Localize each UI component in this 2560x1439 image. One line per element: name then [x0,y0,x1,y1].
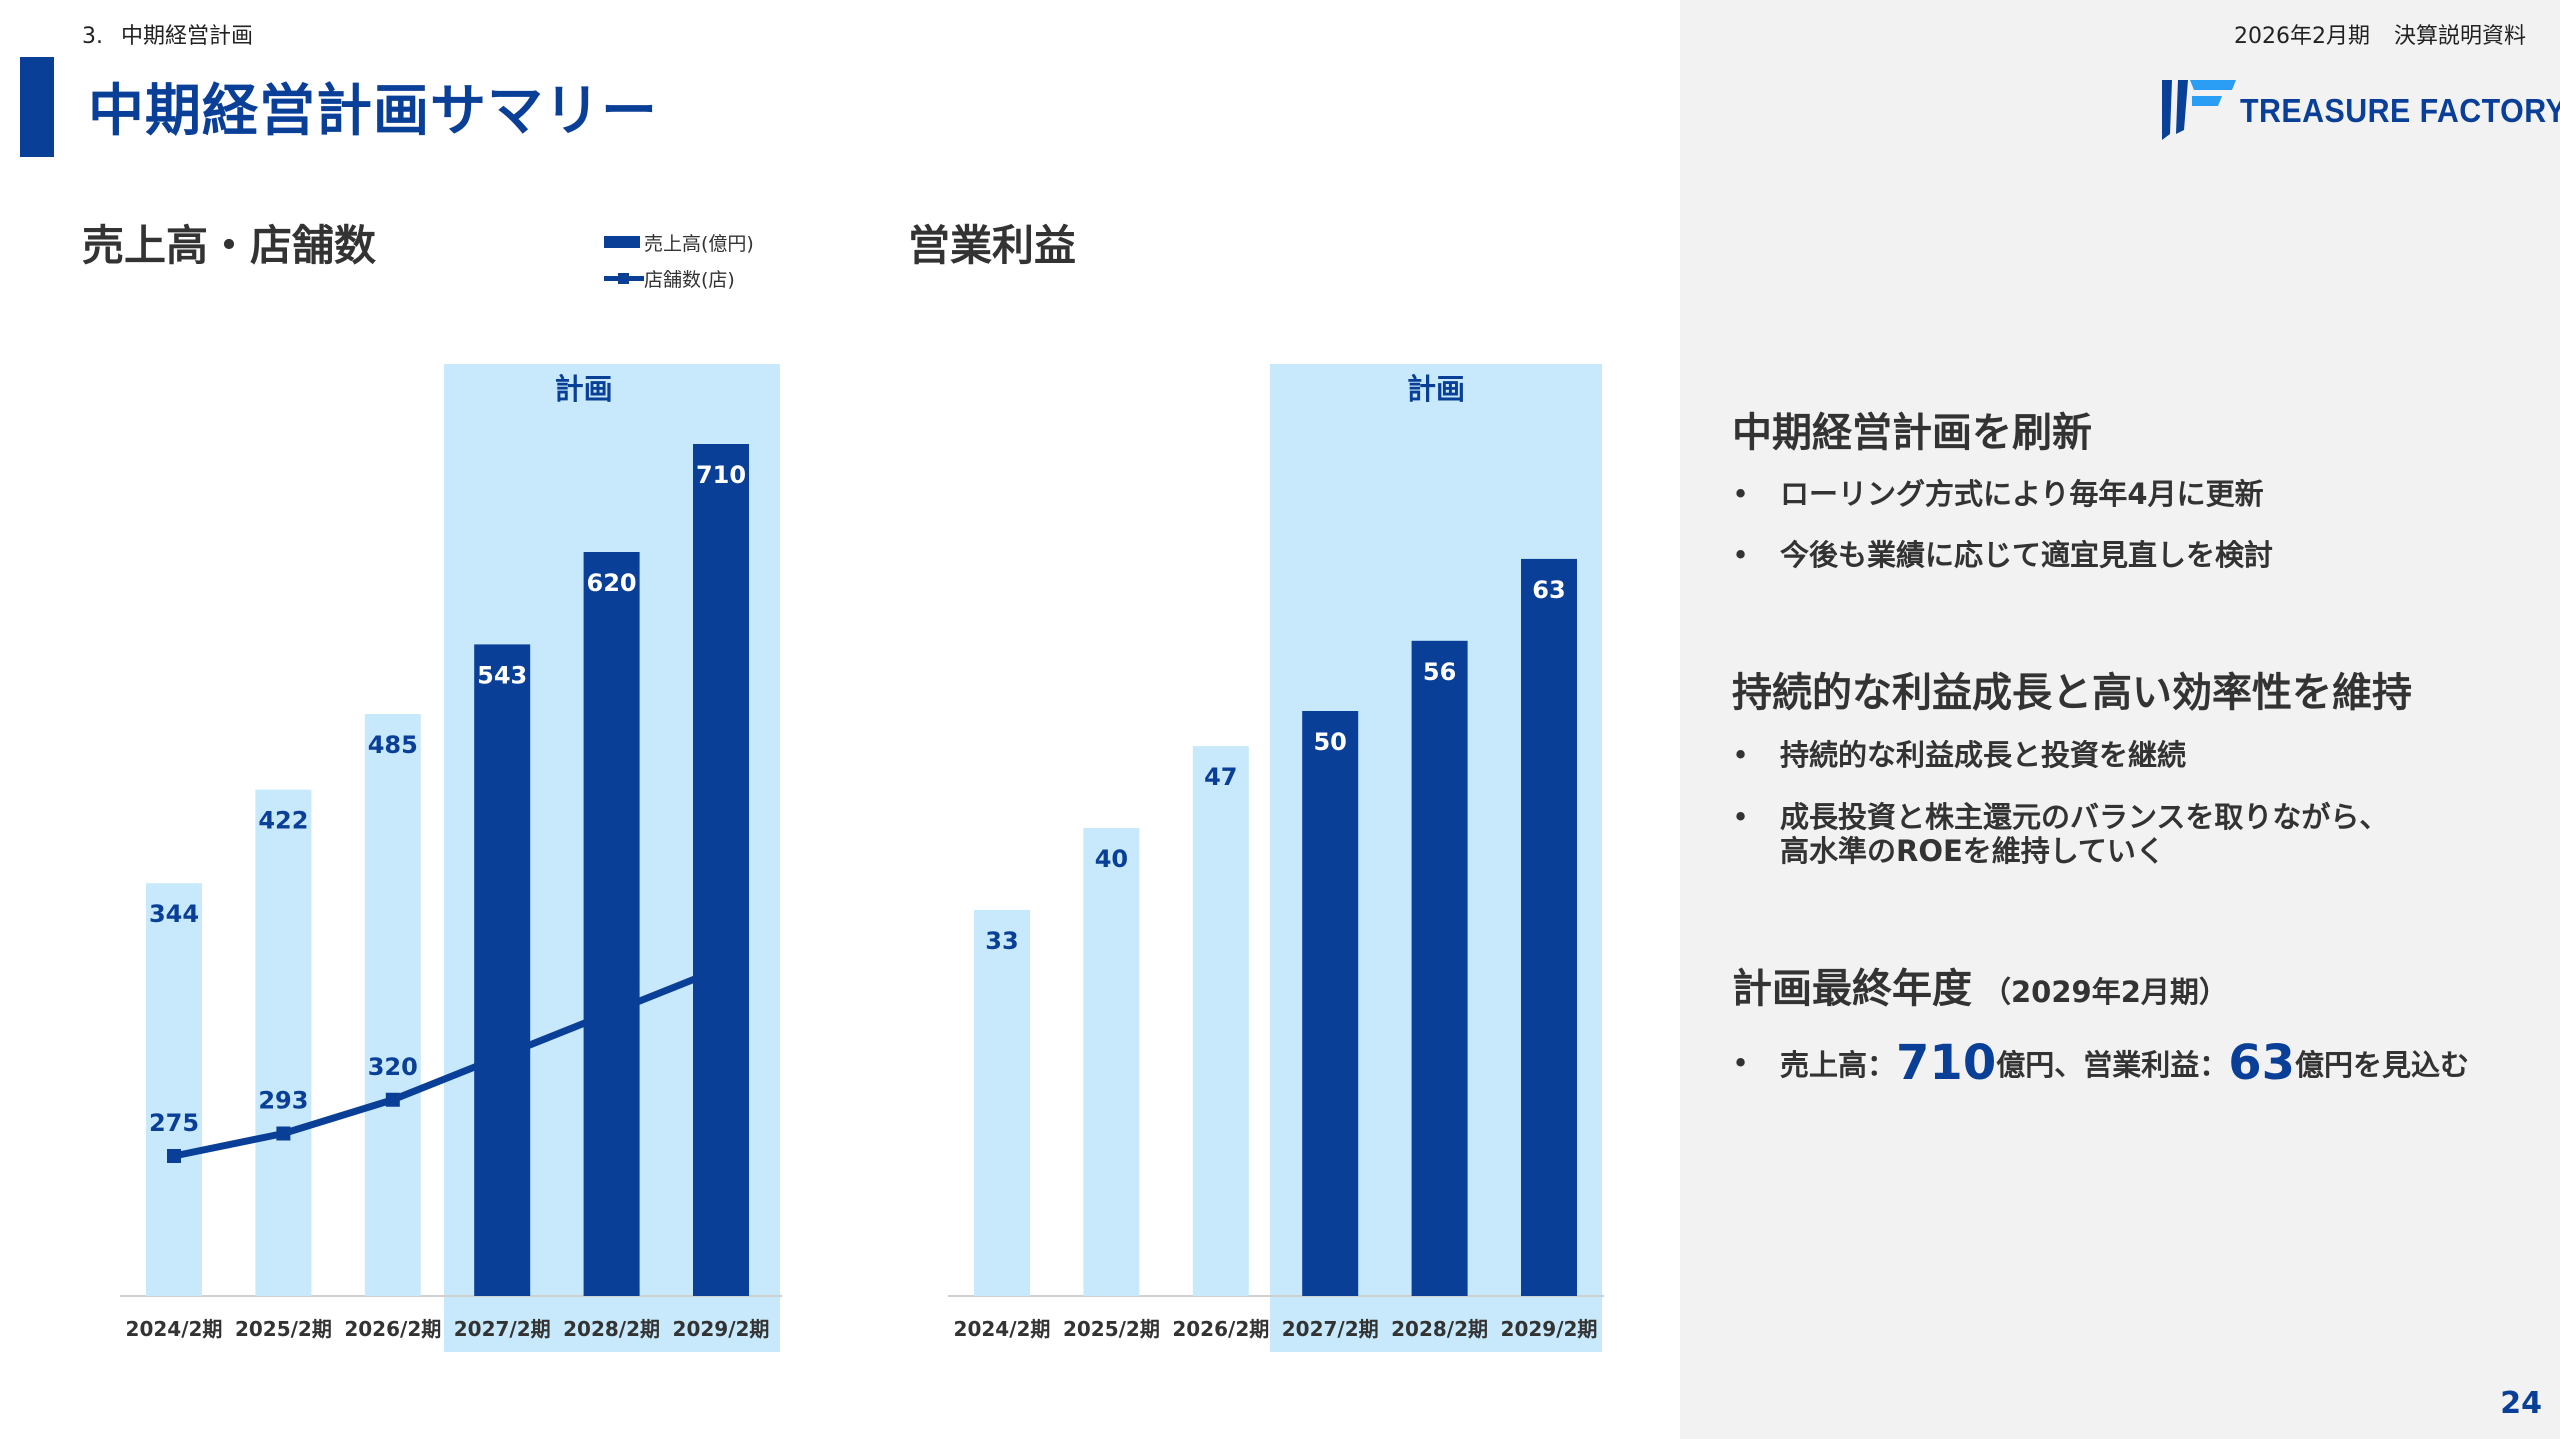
stores-value-label: 355 [477,1009,527,1037]
x-tick-label: 2024/2期 [126,1317,223,1341]
plan-label: 計画 [1407,372,1465,406]
legend-item-sales: 売上高(億円) [604,224,754,260]
legend-bar-swatch [604,236,640,248]
bar [1302,711,1359,1296]
final-year-period: （2029年2月期） [1982,975,2228,1009]
bullet-text: 成長投資と株主還元のバランスを取りながら、 [1780,800,2389,834]
bar [1411,640,1468,1296]
x-tick-label: 2028/2期 [563,1317,660,1341]
page-title: 中期経営計画サマリー [88,79,658,144]
x-tick-label: 2026/2期 [1172,1317,1269,1341]
bar [1192,746,1249,1296]
legend-item-stores: 店舗数(店) [604,260,754,296]
stores-marker [167,1149,181,1163]
stores-marker [276,1126,291,1141]
legend-label-stores: 店舗数(店) [644,268,735,291]
bar-value-label: 40 [1095,845,1128,873]
stores-line [173,965,723,1160]
bar [583,552,640,1296]
bar [693,444,749,1296]
chart-title-operating-profit: 営業利益 [908,221,1077,270]
logo-mark-icon [2162,80,2236,140]
final-year-heading: 計画最終年度 [1732,966,1972,1012]
stores-marker [495,1049,510,1063]
panel-heading-3: 計画最終年度 （2029年2月期） [1732,956,2228,1014]
stores-marker [385,1092,400,1107]
target-text: 売上高：710億円、営業利益：63億円を見込む [1780,1039,2470,1087]
company-logo: TREASURE FACTORY [2160,72,2560,142]
stores-value-label: 293 [258,1087,308,1115]
stores-value-label: 275 [149,1109,199,1137]
page-number: 24 [2500,1386,2542,1421]
charts-canvas: 計画 344 2024/2期 422 2025/2期 485 2026/2期 543 2027/… [120,364,1604,1352]
bullet-dot: • [1732,738,1750,772]
bar-value-label: 47 [1204,763,1237,791]
section-label: 3. 中期経営計画 [82,18,253,50]
stores-value-label: 390 [587,965,637,993]
document-period: 2026年2月期 [2233,24,2370,49]
x-tick-label: 2029/2期 [673,1317,770,1341]
title-accent-bar [20,57,54,157]
x-tick-label: 2028/2期 [1391,1317,1488,1341]
bar-value-label: 344 [149,900,199,928]
bar-value-label: 710 [696,461,746,489]
stores-marker [604,1005,619,1020]
chart-title-sales: 売上高・店舗数 [82,221,377,270]
legend-line-swatch [604,272,644,284]
target-op-value: 63 [2228,1035,2296,1091]
bar [1083,828,1140,1296]
bar [1521,558,1577,1296]
bullet-text: 高水準のROEを維持していく [1780,834,2165,868]
bar-value-label: 543 [477,661,527,689]
legend-label-sales: 売上高(億円) [644,232,754,255]
x-tick-label: 2025/2期 [1063,1317,1160,1341]
bullet-dot: • [1732,538,1750,572]
section-number: 3. [82,24,103,49]
target-sales-label: 売上高： [1780,1048,1897,1082]
bullet-dot: • [1732,1046,1750,1080]
document-title: 決算説明資料 [2393,24,2526,49]
plan-label: 計画 [555,372,613,406]
stores-value-label: 425 [696,922,746,950]
x-tick-label: 2026/2期 [344,1317,441,1341]
bullet-text: 今後も業績に応じて適宜見直しを検討 [1780,538,2274,572]
bar-value-label: 485 [368,731,418,759]
bar-value-label: 620 [587,569,637,597]
chart-legend: 売上高(億円) 店舗数(店) [604,224,754,296]
bullet-dot: • [1732,800,1750,834]
bar [255,789,312,1296]
summary-panel [1680,0,2560,1439]
x-tick-label: 2025/2期 [235,1317,332,1341]
target-op-unit: 億円を見込む [2295,1048,2470,1082]
stores-marker [714,961,728,976]
section-title: 中期経営計画 [121,24,254,49]
stores-value-label: 320 [368,1053,418,1081]
bar-value-label: 63 [1532,576,1565,604]
x-tick-label: 2027/2期 [1282,1317,1379,1341]
bullet-dot: • [1732,477,1750,511]
bar [364,714,421,1296]
bar-value-label: 33 [985,927,1018,955]
panel-heading-2: 持続的な利益成長と高い効率性を維持 [1732,670,2412,716]
bar [974,909,1030,1296]
target-sales-unit: 億円、営業利益： [1996,1048,2229,1082]
bar-value-label: 56 [1423,658,1456,686]
bar [474,644,531,1296]
x-tick-label: 2029/2期 [1501,1317,1598,1341]
x-tick-label: 2027/2期 [454,1317,551,1341]
target-sales-value: 710 [1896,1035,1997,1091]
panel-heading-1: 中期経営計画を刷新 [1732,410,2092,456]
bullet-text: 持続的な利益成長と投資を継続 [1780,738,2187,772]
logo-text: TREASURE FACTORY [2240,92,2560,129]
bullet-text: ローリング方式により毎年4月に更新 [1780,477,2264,511]
bar-value-label: 50 [1313,728,1346,756]
document-header: 2026年2月期 決算説明資料 [2234,18,2526,50]
x-tick-label: 2024/2期 [954,1317,1051,1341]
bar-value-label: 422 [258,807,308,835]
bar [146,883,202,1296]
